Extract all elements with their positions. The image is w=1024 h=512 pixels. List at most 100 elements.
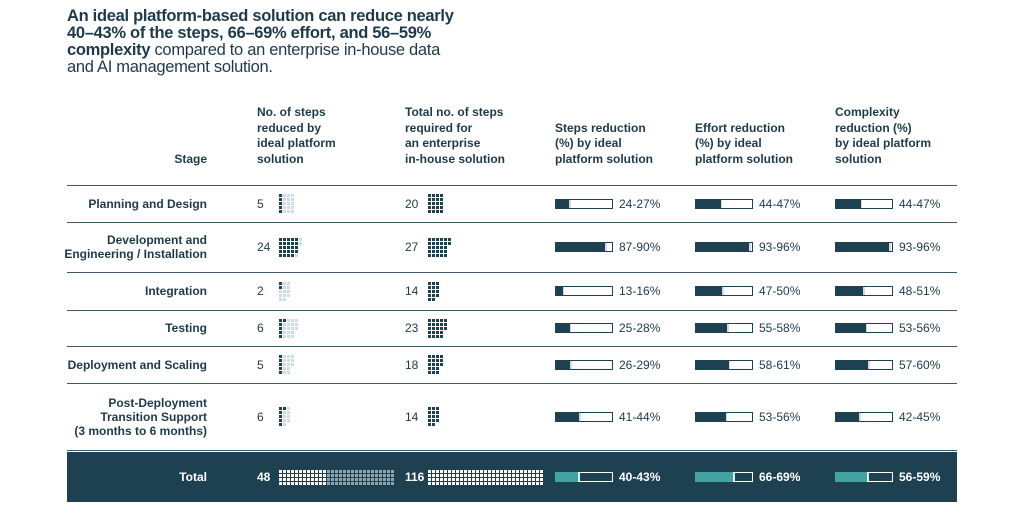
stage-name: Transition Support xyxy=(100,409,207,424)
step-dot xyxy=(379,477,382,481)
step-dot xyxy=(323,473,326,477)
step-dot xyxy=(484,477,487,481)
percent-text: 55-58% xyxy=(759,321,801,335)
step-dot xyxy=(500,473,503,477)
row-divider xyxy=(67,310,957,311)
step-dot xyxy=(440,253,443,257)
step-dot xyxy=(351,477,354,481)
step-dot xyxy=(532,469,535,473)
bar-fill xyxy=(695,359,729,370)
step-dot xyxy=(492,469,495,473)
step-dot xyxy=(496,481,499,485)
step-dot xyxy=(327,477,330,481)
step-dot xyxy=(496,473,499,477)
step-dot xyxy=(287,419,290,422)
percent-text: 87-90% xyxy=(619,240,661,254)
step-dot xyxy=(287,322,290,326)
step-dot xyxy=(428,285,431,289)
step-dot xyxy=(359,473,362,477)
stage-name: Testing xyxy=(165,321,207,335)
step-dot xyxy=(315,477,318,481)
header-text: (%) by ideal xyxy=(555,136,622,150)
bar-range xyxy=(605,243,608,251)
step-dot xyxy=(436,330,439,334)
step-dot xyxy=(432,281,435,285)
step-dot xyxy=(371,477,374,481)
step-dot xyxy=(295,245,298,249)
bar-fill xyxy=(835,286,863,296)
step-dot xyxy=(448,473,451,477)
step-dot xyxy=(440,237,443,241)
step-dot xyxy=(367,473,370,477)
step-dot xyxy=(428,359,431,362)
percent-text: 53-56% xyxy=(899,321,941,335)
step-dot xyxy=(436,411,439,414)
step-dot xyxy=(283,363,286,366)
step-dot xyxy=(444,245,447,249)
step-dot xyxy=(444,241,447,245)
step-dot xyxy=(440,330,443,334)
step-dot xyxy=(355,477,358,481)
step-dot xyxy=(452,481,455,485)
step-dot xyxy=(283,202,286,205)
step-dot xyxy=(367,481,370,485)
step-dot xyxy=(432,249,435,253)
step-dot xyxy=(468,473,471,477)
step-count: 2 xyxy=(257,284,264,298)
step-dot xyxy=(287,318,290,322)
step-dot xyxy=(291,241,294,245)
stage-name: Total xyxy=(179,470,207,484)
step-dot xyxy=(428,334,431,338)
step-dot xyxy=(307,481,310,485)
stage-name: Planning and Design xyxy=(88,196,207,211)
title-bold: An ideal platform-based solution can red… xyxy=(67,7,454,59)
step-dot xyxy=(307,469,310,473)
step-dot xyxy=(428,202,431,205)
step-dot xyxy=(480,469,483,473)
step-count: 20 xyxy=(405,196,419,211)
step-dot xyxy=(287,210,290,213)
step-dot xyxy=(432,355,435,358)
step-dot xyxy=(363,469,366,473)
step-dot xyxy=(500,469,503,473)
step-dot xyxy=(287,237,290,241)
percent-text: 93-96% xyxy=(759,240,801,254)
bar-fill xyxy=(835,242,889,252)
step-dot xyxy=(460,477,463,481)
step-dot xyxy=(291,194,294,197)
step-dot xyxy=(476,469,479,473)
percent-text: 47-50% xyxy=(759,284,801,298)
percent-text: 40-43% xyxy=(619,470,661,484)
step-dot xyxy=(287,477,290,481)
percent-text: 58-61% xyxy=(759,357,801,372)
bar-range xyxy=(725,412,728,421)
step-dot xyxy=(460,481,463,485)
step-dot xyxy=(496,469,499,473)
step-dot xyxy=(432,423,435,426)
step-dot xyxy=(432,210,435,213)
step-dot xyxy=(456,477,459,481)
step-dot xyxy=(339,477,342,481)
step-dot xyxy=(339,469,342,473)
step-dot xyxy=(428,473,431,477)
step-dot xyxy=(303,477,306,481)
step-dot xyxy=(291,202,294,205)
step-dot xyxy=(428,481,431,485)
bar-fill xyxy=(695,286,723,296)
step-dot xyxy=(355,473,358,477)
step-dot xyxy=(299,473,302,477)
step-dot xyxy=(484,481,487,485)
bar-fill xyxy=(555,323,570,333)
step-dot xyxy=(347,481,350,485)
step-dot xyxy=(436,285,439,289)
step-dot xyxy=(432,322,435,326)
step-dot xyxy=(480,477,483,481)
step-dot xyxy=(363,481,366,485)
step-dot xyxy=(283,285,286,289)
step-count: 6 xyxy=(257,321,264,335)
step-dot xyxy=(440,326,443,330)
bar-range xyxy=(733,473,735,481)
step-dot xyxy=(283,481,286,485)
step-dot xyxy=(428,411,431,414)
